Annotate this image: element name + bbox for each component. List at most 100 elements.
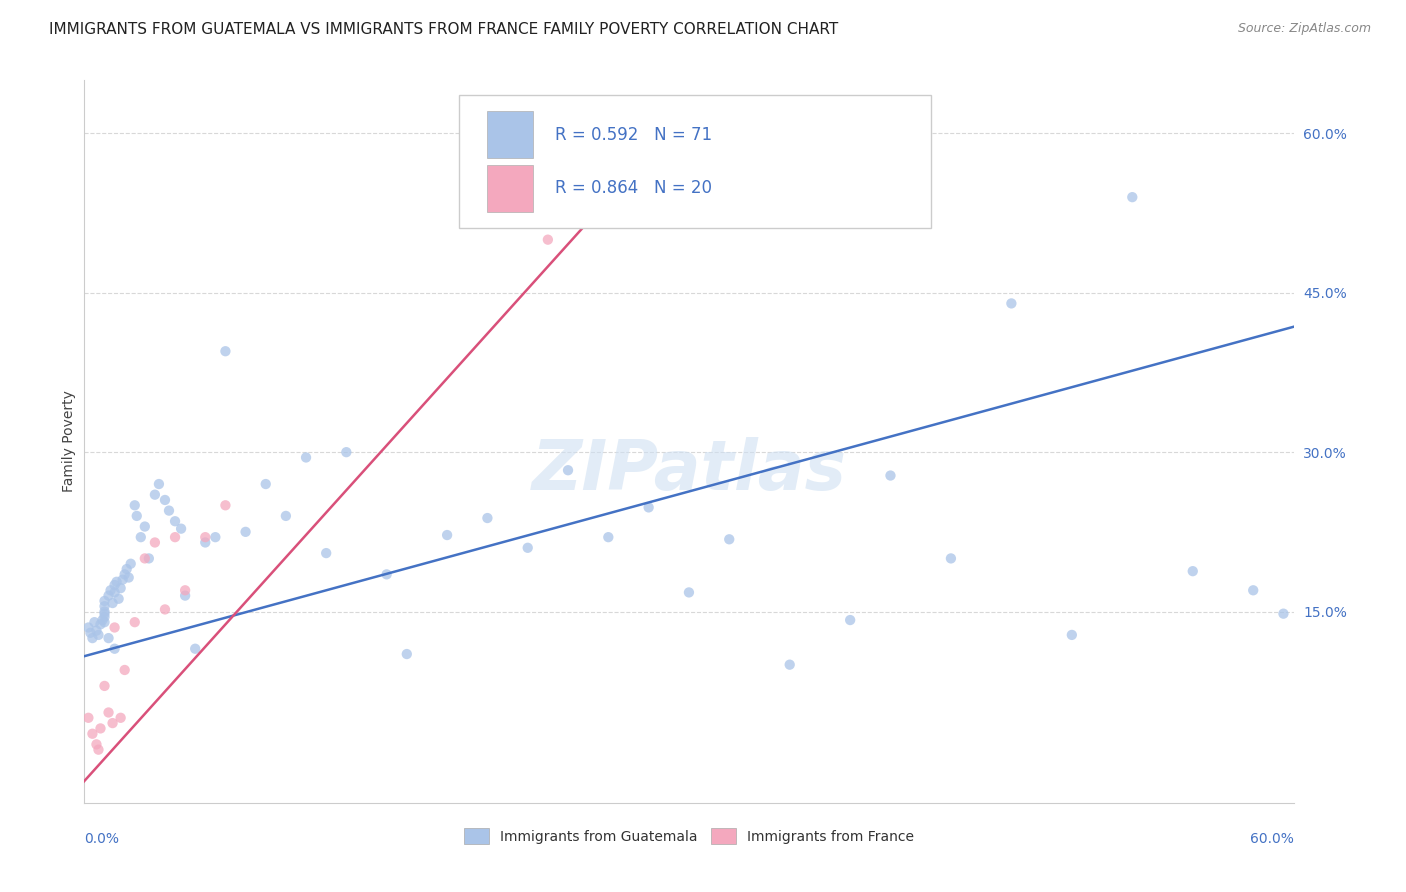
Point [93,599,115,614]
Point [114,663,136,677]
Point [79,625,101,640]
Point [118,570,141,584]
Point [77,620,100,634]
Point [537,233,560,247]
Point [104,585,127,599]
Point [104,641,127,656]
Point [124,498,146,512]
Point [214,344,236,359]
Point [77,711,100,725]
Point [129,530,152,544]
Point [87,628,110,642]
Point [153,602,176,616]
Text: R = 0.864   N = 20: R = 0.864 N = 20 [555,179,711,197]
Point [110,711,132,725]
Point [100,583,122,598]
Point [83,615,105,630]
Point [86,624,108,638]
Point [93,610,115,624]
Point [165,530,187,544]
Point [104,620,127,634]
Point [105,574,128,589]
Point [839,613,862,627]
Point [93,615,115,630]
Point [125,508,148,523]
Point [165,514,187,528]
Point [254,477,277,491]
Point [1060,628,1083,642]
Point [93,594,115,608]
Point [115,562,138,576]
Point [157,503,180,517]
Point [110,581,132,595]
Text: 60.0%: 60.0% [1250,831,1294,846]
Point [1000,296,1022,310]
Point [879,468,901,483]
Point [82,727,104,741]
Point [134,551,156,566]
Point [1241,583,1264,598]
Point [97,631,120,645]
Point [477,511,499,525]
Point [1121,190,1143,204]
Point [174,583,197,598]
Point [1272,607,1295,621]
Point [170,522,193,536]
Text: 0.0%: 0.0% [84,831,120,846]
Point [97,589,120,603]
Bar [486,165,533,211]
Point [91,613,114,627]
Y-axis label: Family Poverty: Family Poverty [62,391,76,492]
Point [335,445,357,459]
Point [93,607,115,621]
Point [120,557,142,571]
Point [86,737,108,751]
Point [87,742,110,756]
Point [204,530,226,544]
Point [235,524,257,539]
Point [184,641,207,656]
Point [174,589,197,603]
Point [143,488,166,502]
Point [214,498,236,512]
Point [718,533,741,547]
Point [274,508,297,523]
Point [89,722,111,736]
Point [104,578,127,592]
Point [93,679,115,693]
Point [1181,564,1204,578]
Point [436,528,458,542]
Point [637,500,659,515]
Point [134,519,156,533]
Point [194,535,217,549]
Point [557,463,579,477]
Text: Source: ZipAtlas.com: Source: ZipAtlas.com [1237,22,1371,36]
Text: R = 0.592   N = 71: R = 0.592 N = 71 [555,126,711,144]
Point [114,567,136,582]
Text: IMMIGRANTS FROM GUATEMALA VS IMMIGRANTS FROM FRANCE FAMILY POVERTY CORRELATION C: IMMIGRANTS FROM GUATEMALA VS IMMIGRANTS … [49,22,838,37]
Text: ZIPatlas: ZIPatlas [531,437,846,504]
Point [148,477,170,491]
Legend: Immigrants from Guatemala, Immigrants from France: Immigrants from Guatemala, Immigrants fr… [458,823,920,850]
Point [315,546,337,560]
Point [516,541,538,555]
Point [97,706,120,720]
Point [138,551,160,566]
Point [111,573,134,587]
Point [124,615,146,630]
Point [153,493,176,508]
Point [107,591,129,606]
Point [101,716,124,731]
Point [295,450,318,465]
Bar [486,112,533,158]
Point [779,657,801,672]
Point [375,567,398,582]
FancyBboxPatch shape [460,95,931,228]
Point [93,605,115,619]
Point [101,596,124,610]
Point [939,551,962,566]
Point [194,530,217,544]
Point [678,585,700,599]
Point [395,647,418,661]
Point [89,617,111,632]
